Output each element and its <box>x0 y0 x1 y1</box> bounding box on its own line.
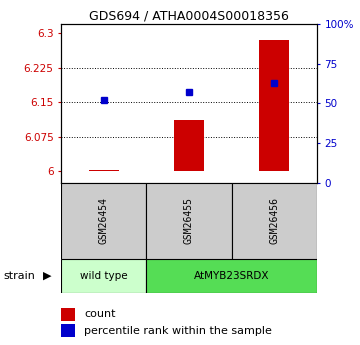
Text: strain: strain <box>4 271 36 281</box>
Text: count: count <box>84 309 116 319</box>
Text: ▶: ▶ <box>42 271 51 281</box>
Text: GSM26455: GSM26455 <box>184 197 194 244</box>
Bar <box>259 40 289 171</box>
Text: GSM26456: GSM26456 <box>269 197 279 244</box>
Bar <box>61 183 147 259</box>
Text: AtMYB23SRDX: AtMYB23SRDX <box>194 271 269 281</box>
Text: percentile rank within the sample: percentile rank within the sample <box>84 326 272 336</box>
Bar <box>147 183 231 259</box>
Text: GSM26454: GSM26454 <box>99 197 109 244</box>
Title: GDS694 / ATHA0004S00018356: GDS694 / ATHA0004S00018356 <box>89 10 289 23</box>
Bar <box>61 324 75 337</box>
Bar <box>147 259 317 293</box>
Bar <box>61 259 147 293</box>
Text: wild type: wild type <box>80 271 127 281</box>
Bar <box>89 170 119 171</box>
Bar <box>61 308 75 321</box>
Bar <box>174 120 204 171</box>
Bar <box>231 183 317 259</box>
